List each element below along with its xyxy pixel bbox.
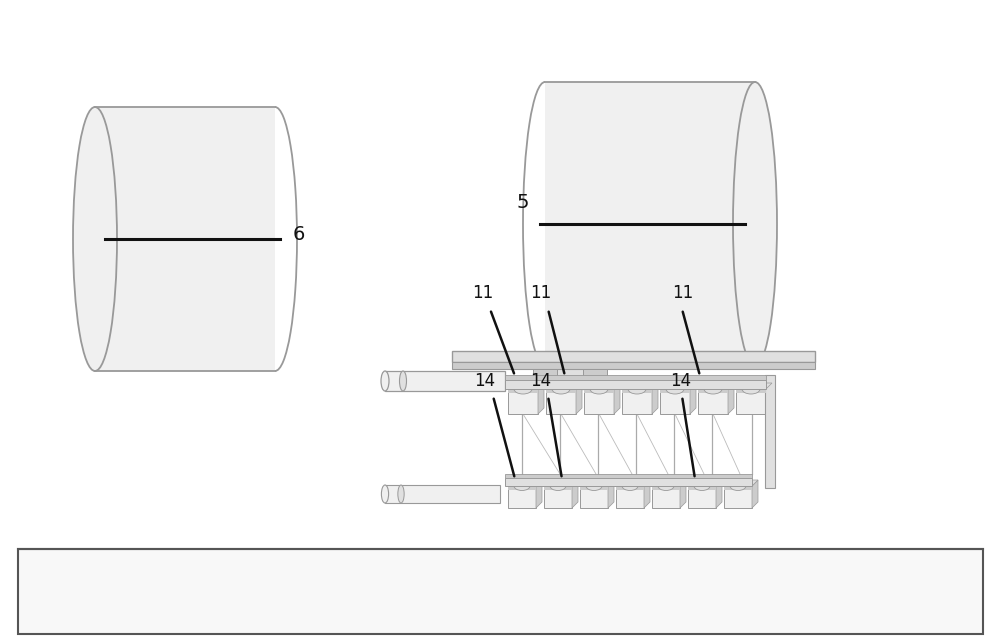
Bar: [452, 362, 815, 369]
Polygon shape: [652, 480, 686, 486]
Polygon shape: [576, 383, 582, 414]
Bar: [505, 478, 752, 486]
Polygon shape: [546, 383, 582, 389]
Polygon shape: [752, 480, 758, 508]
Polygon shape: [536, 480, 542, 508]
Bar: [544, 486, 572, 490]
Polygon shape: [580, 480, 614, 486]
Polygon shape: [538, 383, 544, 414]
Polygon shape: [690, 383, 696, 414]
Polygon shape: [622, 383, 658, 389]
Bar: [698, 389, 728, 414]
Bar: [724, 486, 752, 508]
Text: 14: 14: [530, 372, 551, 390]
Bar: [546, 389, 576, 414]
Bar: [652, 486, 680, 508]
Text: 11: 11: [472, 284, 493, 302]
Text: 14: 14: [670, 372, 691, 390]
Polygon shape: [572, 480, 578, 508]
Bar: [584, 389, 614, 393]
Text: 11: 11: [672, 284, 693, 302]
Ellipse shape: [514, 482, 530, 491]
Bar: [505, 375, 766, 380]
Polygon shape: [698, 383, 734, 389]
Polygon shape: [688, 480, 722, 486]
Text: 6: 6: [293, 225, 305, 243]
Bar: [724, 486, 752, 490]
Ellipse shape: [622, 482, 638, 491]
Bar: [765, 375, 775, 488]
Bar: [616, 486, 644, 490]
Ellipse shape: [586, 482, 602, 491]
Ellipse shape: [658, 482, 674, 491]
Polygon shape: [644, 480, 650, 508]
Bar: [452, 351, 815, 362]
Ellipse shape: [733, 82, 777, 366]
Text: 14: 14: [474, 372, 495, 390]
Polygon shape: [724, 480, 758, 486]
Ellipse shape: [704, 384, 722, 394]
Bar: [580, 486, 608, 508]
Bar: [508, 389, 538, 414]
Bar: [545, 82, 755, 366]
Text: 11: 11: [530, 284, 551, 302]
Ellipse shape: [514, 384, 532, 394]
Polygon shape: [736, 383, 772, 389]
Ellipse shape: [73, 107, 117, 371]
Bar: [385, 485, 500, 503]
Bar: [736, 389, 766, 414]
Polygon shape: [728, 383, 734, 414]
Ellipse shape: [694, 482, 710, 491]
Polygon shape: [608, 480, 614, 508]
Bar: [583, 369, 607, 383]
Bar: [688, 486, 716, 508]
Ellipse shape: [381, 485, 389, 503]
Polygon shape: [766, 383, 772, 414]
Bar: [616, 486, 644, 508]
Bar: [584, 389, 614, 414]
Bar: [688, 486, 716, 490]
Bar: [736, 389, 766, 393]
Bar: [508, 486, 536, 508]
Bar: [622, 389, 652, 414]
Bar: [660, 389, 690, 393]
Ellipse shape: [666, 384, 684, 394]
Ellipse shape: [552, 384, 570, 394]
Ellipse shape: [400, 371, 406, 391]
Text: 5: 5: [517, 193, 530, 211]
Bar: [652, 486, 680, 490]
Polygon shape: [584, 383, 620, 389]
Ellipse shape: [590, 384, 608, 394]
Bar: [18, 549, 983, 634]
Bar: [660, 389, 690, 414]
Polygon shape: [716, 480, 722, 508]
Ellipse shape: [730, 482, 746, 491]
Ellipse shape: [628, 384, 646, 394]
Polygon shape: [508, 480, 542, 486]
Polygon shape: [616, 480, 650, 486]
Bar: [698, 389, 728, 393]
Bar: [545, 362, 595, 389]
Bar: [580, 486, 608, 490]
Bar: [508, 486, 536, 490]
Bar: [505, 474, 752, 478]
Bar: [622, 389, 652, 393]
Polygon shape: [652, 383, 658, 414]
Polygon shape: [680, 480, 686, 508]
Polygon shape: [614, 383, 620, 414]
Polygon shape: [544, 480, 578, 486]
Bar: [505, 380, 766, 389]
Bar: [95, 107, 275, 371]
Bar: [533, 369, 557, 383]
Polygon shape: [660, 383, 696, 389]
Ellipse shape: [742, 384, 760, 394]
Ellipse shape: [398, 485, 404, 503]
Bar: [544, 486, 572, 508]
Bar: [385, 371, 505, 391]
Ellipse shape: [550, 482, 566, 491]
Bar: [546, 389, 576, 393]
Bar: [508, 389, 538, 393]
Ellipse shape: [381, 371, 389, 391]
Polygon shape: [508, 383, 544, 389]
